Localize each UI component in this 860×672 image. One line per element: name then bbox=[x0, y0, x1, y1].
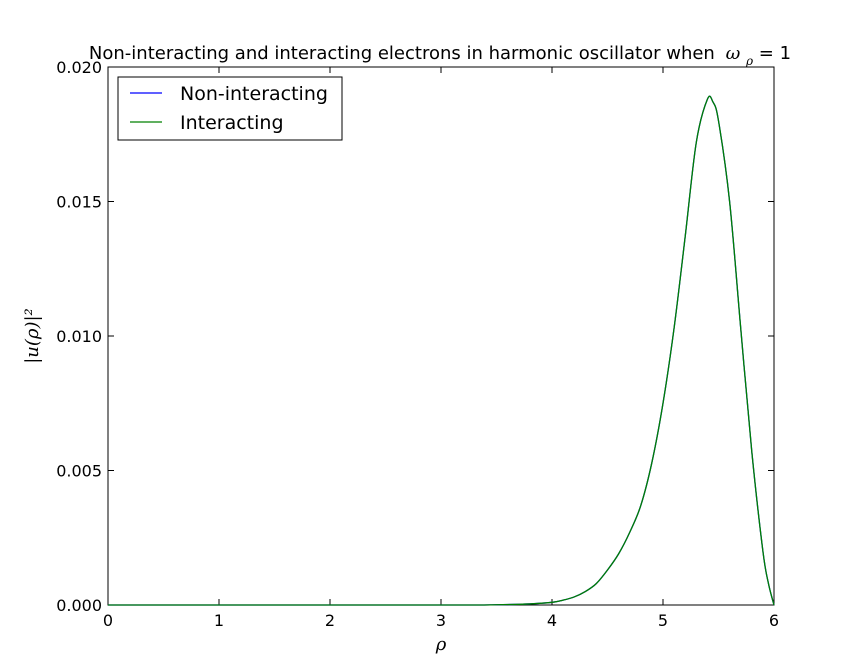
x-tick-label: 4 bbox=[547, 611, 557, 630]
legend-label-non-interacting: Non-interacting bbox=[180, 83, 328, 105]
y-axis-ticks: 0.000 0.005 0.010 0.015 0.020 bbox=[56, 58, 774, 615]
legend-box bbox=[117, 76, 343, 141]
x-tick-label: 3 bbox=[436, 611, 446, 630]
x-axis-ticks: 0 1 2 3 4 5 6 bbox=[103, 67, 779, 630]
series-line-interacting bbox=[108, 95, 775, 606]
legend: Non-interacting Interacting bbox=[117, 76, 343, 141]
x-tick-label: 2 bbox=[325, 611, 335, 630]
y-axis-label: |u(ρ)|² bbox=[22, 308, 43, 364]
y-tick-label: 0.005 bbox=[56, 462, 102, 481]
x-axis-label: ρ bbox=[435, 634, 447, 655]
series-group bbox=[108, 95, 775, 606]
legend-label-interacting: Interacting bbox=[180, 112, 284, 134]
x-tick-label: 6 bbox=[769, 611, 779, 630]
y-tick-label: 0.015 bbox=[56, 193, 102, 212]
x-tick-label: 1 bbox=[214, 611, 224, 630]
chart-title: Non-interacting and interacting electron… bbox=[89, 43, 791, 70]
plot-area bbox=[107, 66, 775, 606]
x-tick-label: 5 bbox=[658, 611, 668, 630]
y-tick-label: 0.000 bbox=[56, 596, 102, 615]
y-tick-label: 0.010 bbox=[56, 327, 102, 346]
y-tick-label: 0.020 bbox=[56, 58, 102, 77]
x-tick-label: 0 bbox=[103, 611, 113, 630]
